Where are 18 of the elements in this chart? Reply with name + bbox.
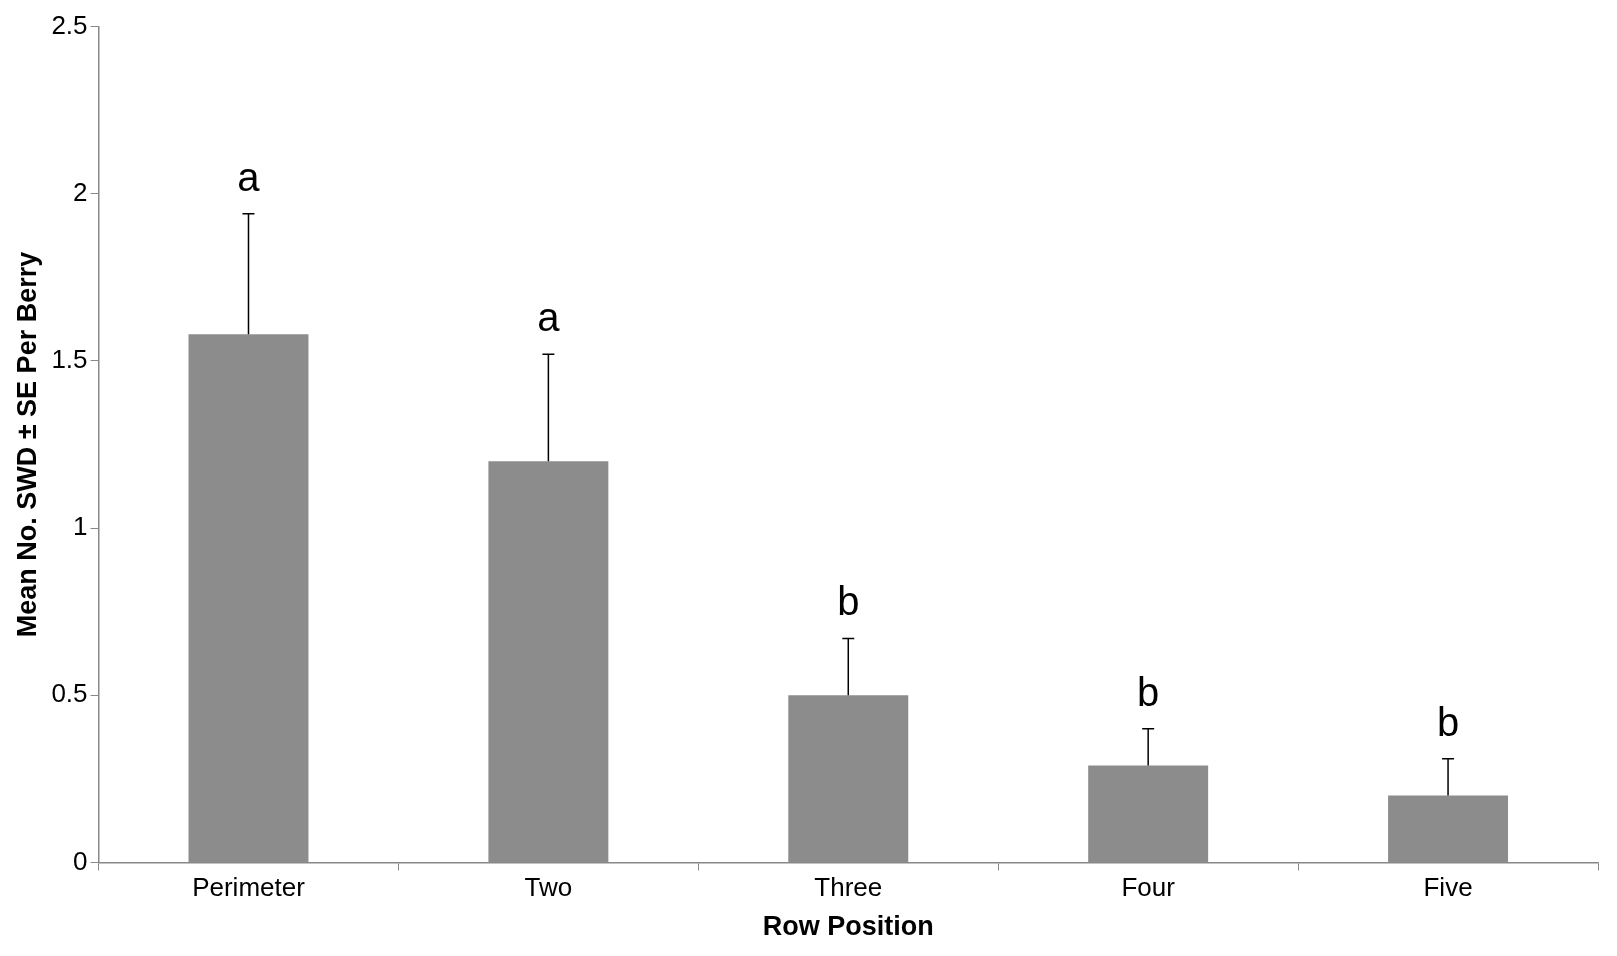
x-tick-label: Perimeter	[192, 872, 306, 903]
annotation: a	[237, 154, 261, 199]
x-tick-label: Five	[1423, 872, 1473, 903]
y-tick-label: 0	[73, 845, 88, 876]
x-tick-label: Two	[524, 872, 573, 903]
x-tick-label: Three	[814, 872, 883, 903]
y-tick-label: 2	[73, 176, 88, 207]
x-tick-label: Four	[1121, 872, 1176, 903]
y-tick-label: 1	[73, 511, 88, 542]
x-axis-title: Row Position	[762, 911, 934, 942]
y-tick-label: 1.5	[51, 344, 88, 375]
y-axis-title: Mean No. SWD ± SE Per Berry	[11, 251, 42, 638]
y-tick-label: 2.5	[51, 9, 88, 40]
annotation: b	[1137, 669, 1160, 714]
y-tick-label: 0.5	[51, 678, 88, 709]
annotation: a	[537, 295, 561, 340]
annotation: b	[837, 579, 860, 624]
annotation: b	[1436, 699, 1460, 744]
